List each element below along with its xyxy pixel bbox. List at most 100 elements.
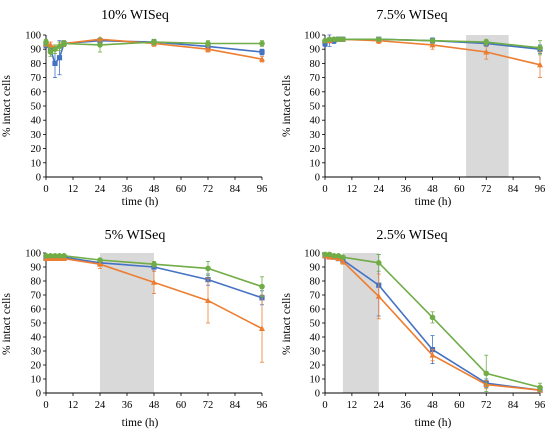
data-point bbox=[56, 55, 63, 61]
y-tick-label: 20 bbox=[31, 144, 42, 155]
x-tick-label: 96 bbox=[535, 184, 546, 195]
data-point bbox=[322, 37, 328, 44]
data-point bbox=[151, 39, 157, 45]
data-point bbox=[339, 258, 346, 264]
data-point bbox=[47, 253, 54, 259]
x-tick-label: 24 bbox=[374, 184, 385, 195]
y-tick-label: 10 bbox=[310, 375, 321, 386]
y-tick-label: 40 bbox=[31, 333, 42, 344]
plot-area: 0 10 20 30 40 50 60 70 80 90 100 0 12 24 36 48 60 72 84 96 bbox=[304, 31, 545, 196]
y-tick-label: 0 bbox=[36, 389, 41, 400]
x-tick-label: 60 bbox=[176, 184, 187, 195]
y-tick-label: 30 bbox=[31, 347, 42, 358]
data-point bbox=[326, 36, 333, 43]
y-tick-label: 50 bbox=[31, 102, 42, 113]
data-point bbox=[151, 279, 157, 285]
data-point bbox=[429, 352, 436, 358]
x-tick-label: 60 bbox=[454, 400, 465, 411]
x-tick-label: 60 bbox=[176, 400, 187, 411]
x-tick-label: 48 bbox=[427, 184, 438, 195]
plot-area: 0 10 20 30 40 50 60 70 80 90 100 0 12 24 36 48 60 72 84 96 bbox=[304, 249, 545, 412]
y-tick-label: 60 bbox=[310, 87, 321, 98]
data-point bbox=[322, 40, 328, 47]
y-tick-label: 0 bbox=[36, 173, 41, 184]
data-point bbox=[340, 254, 346, 260]
data-point bbox=[537, 384, 543, 391]
panel-5-percent: 5% WISeq % intact cells time (h) 0 10 20 30… bbox=[1, 228, 267, 429]
data-point bbox=[52, 60, 58, 66]
y-tick-label: 60 bbox=[310, 305, 321, 316]
shaded-region bbox=[100, 253, 154, 393]
y-tick-label: 40 bbox=[310, 333, 321, 344]
panel-10-percent: 10% WISeq % intact cells time (h) 0 10 20 3… bbox=[1, 8, 267, 208]
panel-title: 10% WISeq bbox=[101, 8, 169, 23]
panel-title: 2.5% WISeq bbox=[376, 228, 447, 243]
data-point bbox=[259, 55, 265, 62]
y-tick-label: 80 bbox=[31, 59, 42, 70]
x-tick-label: 24 bbox=[95, 400, 106, 411]
y-tick-label: 30 bbox=[31, 130, 42, 141]
y-tick-label: 30 bbox=[310, 347, 321, 358]
x-tick-label: 12 bbox=[68, 400, 79, 411]
plot-area: 0 10 20 30 40 50 60 70 80 90 100 0 12 24 36 48 60 72 84 96 bbox=[25, 249, 267, 412]
y-axis-label: % intact cells bbox=[1, 75, 13, 137]
y-tick-label: 30 bbox=[310, 130, 321, 141]
data-point bbox=[205, 40, 211, 47]
x-tick-label: 12 bbox=[68, 184, 79, 195]
y-tick-label: 80 bbox=[310, 59, 321, 70]
y-tick-label: 50 bbox=[310, 319, 321, 330]
y-tick-label: 20 bbox=[310, 144, 321, 155]
x-axis-label: time (h) bbox=[415, 196, 452, 208]
data-point bbox=[52, 46, 58, 52]
x-tick-label: 36 bbox=[122, 184, 133, 195]
data-point bbox=[340, 36, 346, 43]
y-tick-label: 10 bbox=[31, 158, 42, 169]
x-tick-label: 96 bbox=[257, 400, 268, 411]
y-tick-label: 40 bbox=[310, 116, 321, 127]
data-point bbox=[537, 44, 543, 51]
data-point bbox=[97, 257, 103, 263]
data-point bbox=[56, 43, 63, 50]
data-point bbox=[335, 36, 342, 43]
data-point bbox=[43, 39, 49, 45]
x-tick-label: 72 bbox=[481, 400, 492, 411]
data-point bbox=[322, 251, 328, 258]
data-point bbox=[483, 370, 490, 377]
x-tick-label: 36 bbox=[400, 184, 411, 195]
data-point bbox=[331, 253, 337, 259]
data-point bbox=[375, 260, 382, 266]
y-axis-label: % intact cells bbox=[281, 293, 293, 355]
x-axis-label: time (h) bbox=[122, 417, 159, 429]
data-point bbox=[259, 40, 265, 47]
y-tick-label: 0 bbox=[315, 389, 320, 400]
y-tick-label: 10 bbox=[31, 375, 42, 386]
y-tick-label: 100 bbox=[304, 31, 320, 42]
y-tick-label: 70 bbox=[310, 73, 321, 84]
data-point bbox=[97, 261, 103, 267]
x-tick-label: 36 bbox=[122, 400, 133, 411]
x-tick-label: 36 bbox=[400, 400, 411, 411]
x-tick-label: 84 bbox=[508, 400, 519, 411]
data-point bbox=[483, 39, 490, 45]
data-point bbox=[47, 41, 54, 48]
data-point bbox=[326, 251, 333, 258]
x-tick-label: 60 bbox=[454, 184, 465, 195]
x-tick-label: 96 bbox=[535, 400, 546, 411]
x-tick-label: 0 bbox=[43, 184, 48, 195]
x-axis-label: time (h) bbox=[122, 196, 159, 208]
x-tick-label: 84 bbox=[230, 400, 241, 411]
shaded-region bbox=[466, 35, 509, 177]
data-point bbox=[205, 265, 211, 272]
shaded-region bbox=[342, 253, 379, 393]
y-tick-label: 70 bbox=[31, 291, 42, 302]
x-tick-label: 84 bbox=[508, 184, 519, 195]
data-point bbox=[151, 261, 157, 268]
data-point bbox=[61, 40, 67, 47]
data-point bbox=[205, 46, 211, 52]
y-tick-label: 0 bbox=[315, 173, 320, 184]
y-tick-label: 20 bbox=[31, 361, 42, 372]
x-tick-label: 48 bbox=[149, 184, 160, 195]
y-tick-label: 60 bbox=[31, 87, 42, 98]
data-point bbox=[259, 325, 265, 331]
